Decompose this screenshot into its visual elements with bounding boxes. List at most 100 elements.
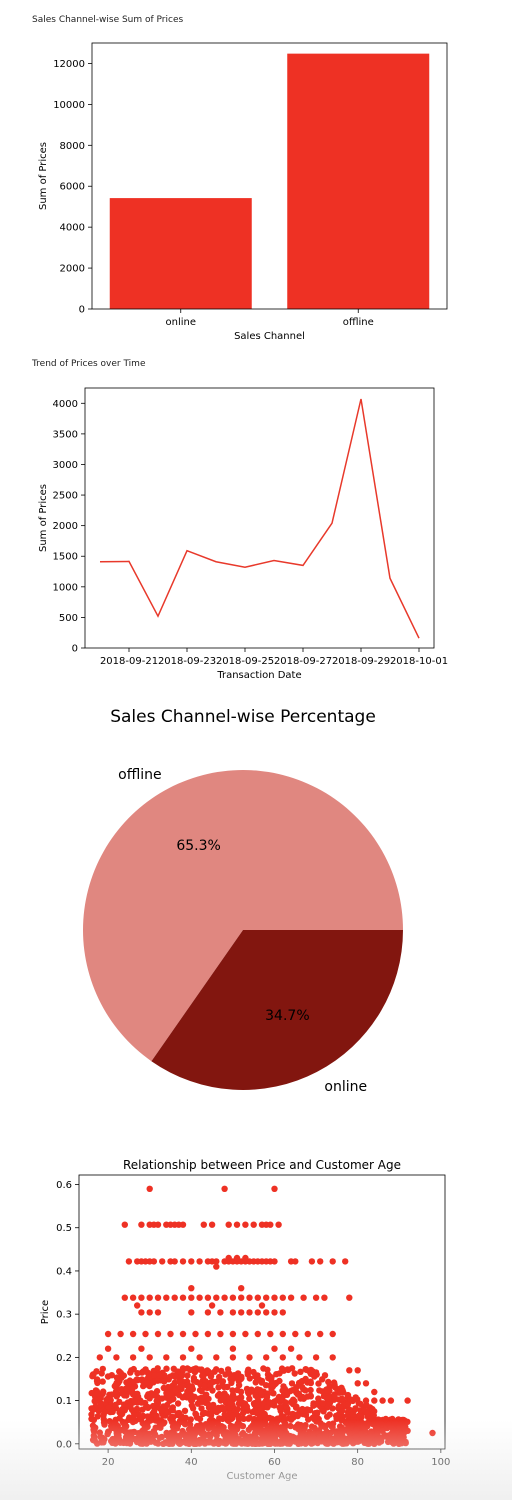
- scatter-point: [106, 1418, 113, 1425]
- pie-slice-online: [151, 930, 403, 1090]
- scatter-point: [89, 1406, 97, 1414]
- scatter-point: [213, 1366, 220, 1373]
- scatter-point: [196, 1354, 203, 1361]
- scatter-point: [196, 1258, 203, 1265]
- scatter-point: [185, 1384, 192, 1391]
- scatter-point: [158, 1407, 166, 1414]
- scatter-point: [325, 1394, 332, 1402]
- scatter-point: [225, 1221, 232, 1228]
- scatter-point: [333, 1415, 340, 1422]
- scatter-point: [90, 1371, 97, 1378]
- scatter-point: [242, 1254, 249, 1262]
- scatter-point: [321, 1294, 328, 1301]
- y-tick-label: 0.1: [56, 1396, 72, 1407]
- scatter-point: [279, 1330, 286, 1338]
- scatter-point: [129, 1391, 137, 1398]
- scatter-point: [229, 1423, 236, 1430]
- scatter-point: [330, 1440, 337, 1447]
- scatter-point: [214, 1419, 221, 1426]
- scatter-point: [266, 1399, 273, 1406]
- scatter-point: [184, 1372, 191, 1379]
- scatter-point: [308, 1258, 316, 1265]
- scatter-point: [115, 1435, 123, 1443]
- scatter-point: [213, 1294, 220, 1301]
- scatter-point: [177, 1418, 185, 1425]
- scatter-point: [226, 1395, 233, 1402]
- pie-chart: Sales Channel-wise Percentage 65.3% offlin…: [82, 707, 403, 1095]
- scatter-point: [221, 1294, 228, 1301]
- scatter-point: [109, 1408, 116, 1415]
- scatter-point: [149, 1402, 157, 1410]
- scatter-point: [246, 1414, 253, 1421]
- scatter-point: [294, 1412, 301, 1420]
- pie-slice-offline: [82, 770, 403, 1062]
- scatter-point: [238, 1375, 245, 1382]
- scatter-point: [179, 1294, 187, 1301]
- scatter-point: [233, 1221, 241, 1228]
- scatter-point: [347, 1396, 354, 1403]
- scatter-point: [205, 1401, 212, 1409]
- scatter-point: [352, 1394, 359, 1401]
- scatter-point: [258, 1390, 265, 1398]
- scatter-point: [231, 1394, 238, 1402]
- scatter-point: [200, 1430, 207, 1437]
- scatter-point: [312, 1354, 320, 1361]
- scatter-point: [143, 1433, 151, 1440]
- scatter-point: [171, 1294, 178, 1301]
- scatter-point: [229, 1294, 237, 1301]
- scatter-point: [201, 1440, 209, 1447]
- y-tick-label: 0: [79, 305, 85, 316]
- scatter-point: [171, 1258, 178, 1265]
- y-tick-label: 1000: [53, 582, 78, 593]
- scatter-point: [298, 1378, 305, 1385]
- scatter-point: [263, 1309, 270, 1316]
- scatter-point: [329, 1405, 336, 1412]
- y-tick-label: 0.6: [56, 1180, 72, 1191]
- scatter-point: [307, 1386, 314, 1394]
- scatter-point: [354, 1380, 361, 1387]
- scatter-point: [142, 1330, 149, 1338]
- scatter-point: [177, 1382, 185, 1390]
- scatter-point: [128, 1433, 135, 1440]
- scatter-point: [254, 1386, 261, 1393]
- x-tick-label: 100: [431, 1457, 450, 1468]
- scatter-point: [353, 1426, 360, 1433]
- scatter-point: [167, 1330, 174, 1338]
- scatter-point: [289, 1410, 296, 1418]
- scatter-point: [131, 1398, 138, 1405]
- scatter-point: [344, 1400, 352, 1408]
- scatter-point: [178, 1372, 186, 1379]
- scatter-point: [113, 1354, 120, 1361]
- scatter-point: [113, 1430, 120, 1437]
- scatter-point: [217, 1309, 224, 1316]
- scatter-point: [100, 1436, 108, 1444]
- scatter-point: [98, 1370, 105, 1377]
- scatter-point: [256, 1414, 263, 1422]
- scatter-point: [100, 1419, 108, 1426]
- scatter-point: [253, 1409, 260, 1417]
- scatter-point: [176, 1409, 183, 1417]
- scatter-point: [112, 1388, 120, 1395]
- x-tick-label: offline: [343, 317, 374, 328]
- scatter-point: [117, 1369, 125, 1377]
- scatter-point: [169, 1440, 176, 1447]
- x-axis-label: Customer Age: [226, 1471, 297, 1482]
- scatter-point: [179, 1221, 187, 1228]
- scatter-point: [168, 1406, 176, 1413]
- scatter-point: [199, 1410, 207, 1418]
- scatter-point: [221, 1185, 228, 1192]
- scatter-point: [319, 1400, 327, 1407]
- x-tick-label: 60: [268, 1457, 281, 1468]
- scatter-point: [130, 1378, 137, 1386]
- scatter-point: [112, 1381, 119, 1389]
- scatter-point: [97, 1401, 104, 1409]
- scatter-point: [324, 1413, 331, 1420]
- scatter-point: [371, 1397, 378, 1404]
- scatter-point: [287, 1422, 294, 1430]
- scatter-point: [183, 1440, 190, 1447]
- scatter-point: [90, 1426, 97, 1433]
- y-tick-label: 3000: [53, 460, 78, 471]
- scatter-point: [242, 1330, 249, 1338]
- scatter-point: [292, 1258, 299, 1265]
- scatter-point: [287, 1294, 295, 1301]
